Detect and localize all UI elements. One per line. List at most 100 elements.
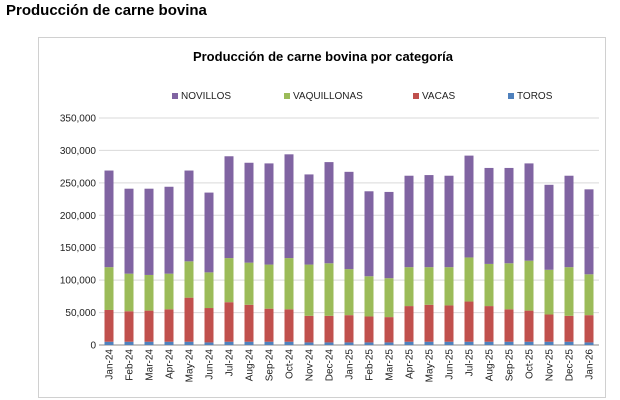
y-tick-label: 300,000 (60, 146, 97, 157)
bar-vaquillonas (304, 264, 314, 316)
page-title: Producción de carne bovina (6, 2, 207, 19)
bar-vacas (124, 311, 134, 342)
bar-vaquillonas (384, 278, 394, 318)
bar-vacas (504, 309, 514, 342)
bar-novillos (564, 175, 574, 268)
bar-toros (504, 341, 514, 345)
bar-vaquillonas (324, 263, 334, 316)
bar-vaquillonas (564, 267, 574, 316)
bar-vacas (104, 309, 114, 342)
bar-vaquillonas (104, 267, 114, 310)
bar-novillos (224, 156, 234, 259)
bar-toros (264, 341, 274, 345)
bar-vacas (224, 302, 234, 342)
bar-vaquillonas (204, 272, 214, 309)
bar-novillos (584, 189, 594, 275)
bar-vaquillonas (224, 258, 234, 303)
y-tick-label: 100,000 (60, 276, 97, 287)
y-tick-label: 250,000 (60, 178, 97, 189)
bar-vacas (564, 315, 574, 342)
bar-vaquillonas (344, 269, 354, 316)
y-tick-label: 0 (90, 341, 96, 352)
x-tick-label: Jun-24 (205, 349, 216, 380)
bar-vacas (284, 309, 294, 342)
bar-vacas (184, 297, 194, 342)
stacked-bar-chart: Producción de carne bovina por categoría… (60, 49, 599, 383)
x-tick-label: Mar-24 (145, 349, 156, 381)
bar-vacas (584, 315, 594, 343)
bar-vacas (384, 317, 394, 343)
bar-vacas (444, 305, 454, 342)
bar-vacas (164, 309, 174, 342)
x-tick-label: Aug-25 (485, 349, 496, 382)
bar-toros (284, 341, 294, 345)
x-tick-label: Jan-24 (105, 349, 116, 380)
x-tick-label: Apr-25 (405, 349, 416, 379)
x-tick-label: Nov-24 (305, 349, 316, 382)
bar-toros (164, 341, 174, 345)
bar-novillos (324, 162, 334, 264)
bar-toros (144, 341, 154, 345)
bar-novillos (444, 175, 454, 268)
chart-title: Producción de carne bovina por categoría (193, 49, 454, 64)
x-tick-label: Oct-25 (525, 349, 536, 379)
bar-vacas (344, 315, 354, 343)
legend-swatch-toros (508, 93, 514, 99)
x-tick-label: Nov-25 (545, 349, 556, 382)
bar-vacas (304, 315, 314, 343)
bar-novillos (204, 192, 214, 273)
bar-novillos (544, 184, 554, 270)
bar-vaquillonas (444, 267, 454, 306)
chart-frame: Producción de carne bovina por categoría… (38, 37, 606, 398)
bar-toros (484, 341, 494, 345)
bar-novillos (464, 155, 474, 258)
bar-novillos (364, 191, 374, 277)
x-tick-label: May-24 (185, 349, 196, 383)
x-tick-label: Sep-24 (265, 349, 276, 382)
x-tick-label: Aug-24 (245, 349, 256, 382)
bar-vacas (364, 316, 374, 343)
bar-vaquillonas (544, 269, 554, 315)
bar-novillos (164, 186, 174, 274)
bar-novillos (184, 170, 194, 262)
x-tick-label: Dec-25 (565, 349, 576, 382)
bar-novillos (344, 171, 354, 270)
legend-label-vaquillonas: VAQUILLONAS (293, 91, 363, 102)
bars (104, 154, 594, 345)
bar-novillos (264, 163, 274, 265)
bar-vaquillonas (504, 263, 514, 310)
bar-vacas (464, 301, 474, 342)
bar-novillos (484, 167, 494, 264)
bar-toros (564, 341, 574, 345)
bar-toros (224, 341, 234, 345)
bar-vaquillonas (244, 262, 254, 305)
bar-novillos (404, 175, 414, 268)
bar-vacas (544, 314, 554, 342)
bar-toros (444, 341, 454, 345)
bar-toros (404, 341, 414, 345)
bar-toros (584, 342, 594, 345)
bar-vacas (144, 310, 154, 342)
bar-vaquillonas (264, 264, 274, 309)
bar-toros (184, 341, 194, 345)
bar-vaquillonas (184, 261, 194, 298)
bar-novillos (284, 154, 294, 259)
bar-vaquillonas (464, 257, 474, 302)
bar-vaquillonas (484, 263, 494, 307)
x-tick-label: Feb-24 (125, 349, 136, 381)
bar-toros (464, 341, 474, 345)
y-tick-label: 350,000 (60, 114, 97, 125)
y-tick-label: 50,000 (65, 308, 96, 319)
bar-toros (324, 342, 334, 345)
bar-vaquillonas (144, 274, 154, 311)
bar-vacas (484, 306, 494, 342)
bar-novillos (504, 167, 514, 264)
y-tick-label: 150,000 (60, 243, 97, 254)
legend-swatch-vaquillonas (284, 93, 290, 99)
legend: NOVILLOS VAQUILLONAS VACAS TOROS (172, 91, 553, 102)
bar-vacas (244, 304, 254, 342)
x-tick-label: Feb-25 (365, 349, 376, 381)
x-tick-label: Jun-25 (445, 349, 456, 380)
bar-toros (384, 342, 394, 345)
x-tick-label: Jan-25 (345, 349, 356, 380)
